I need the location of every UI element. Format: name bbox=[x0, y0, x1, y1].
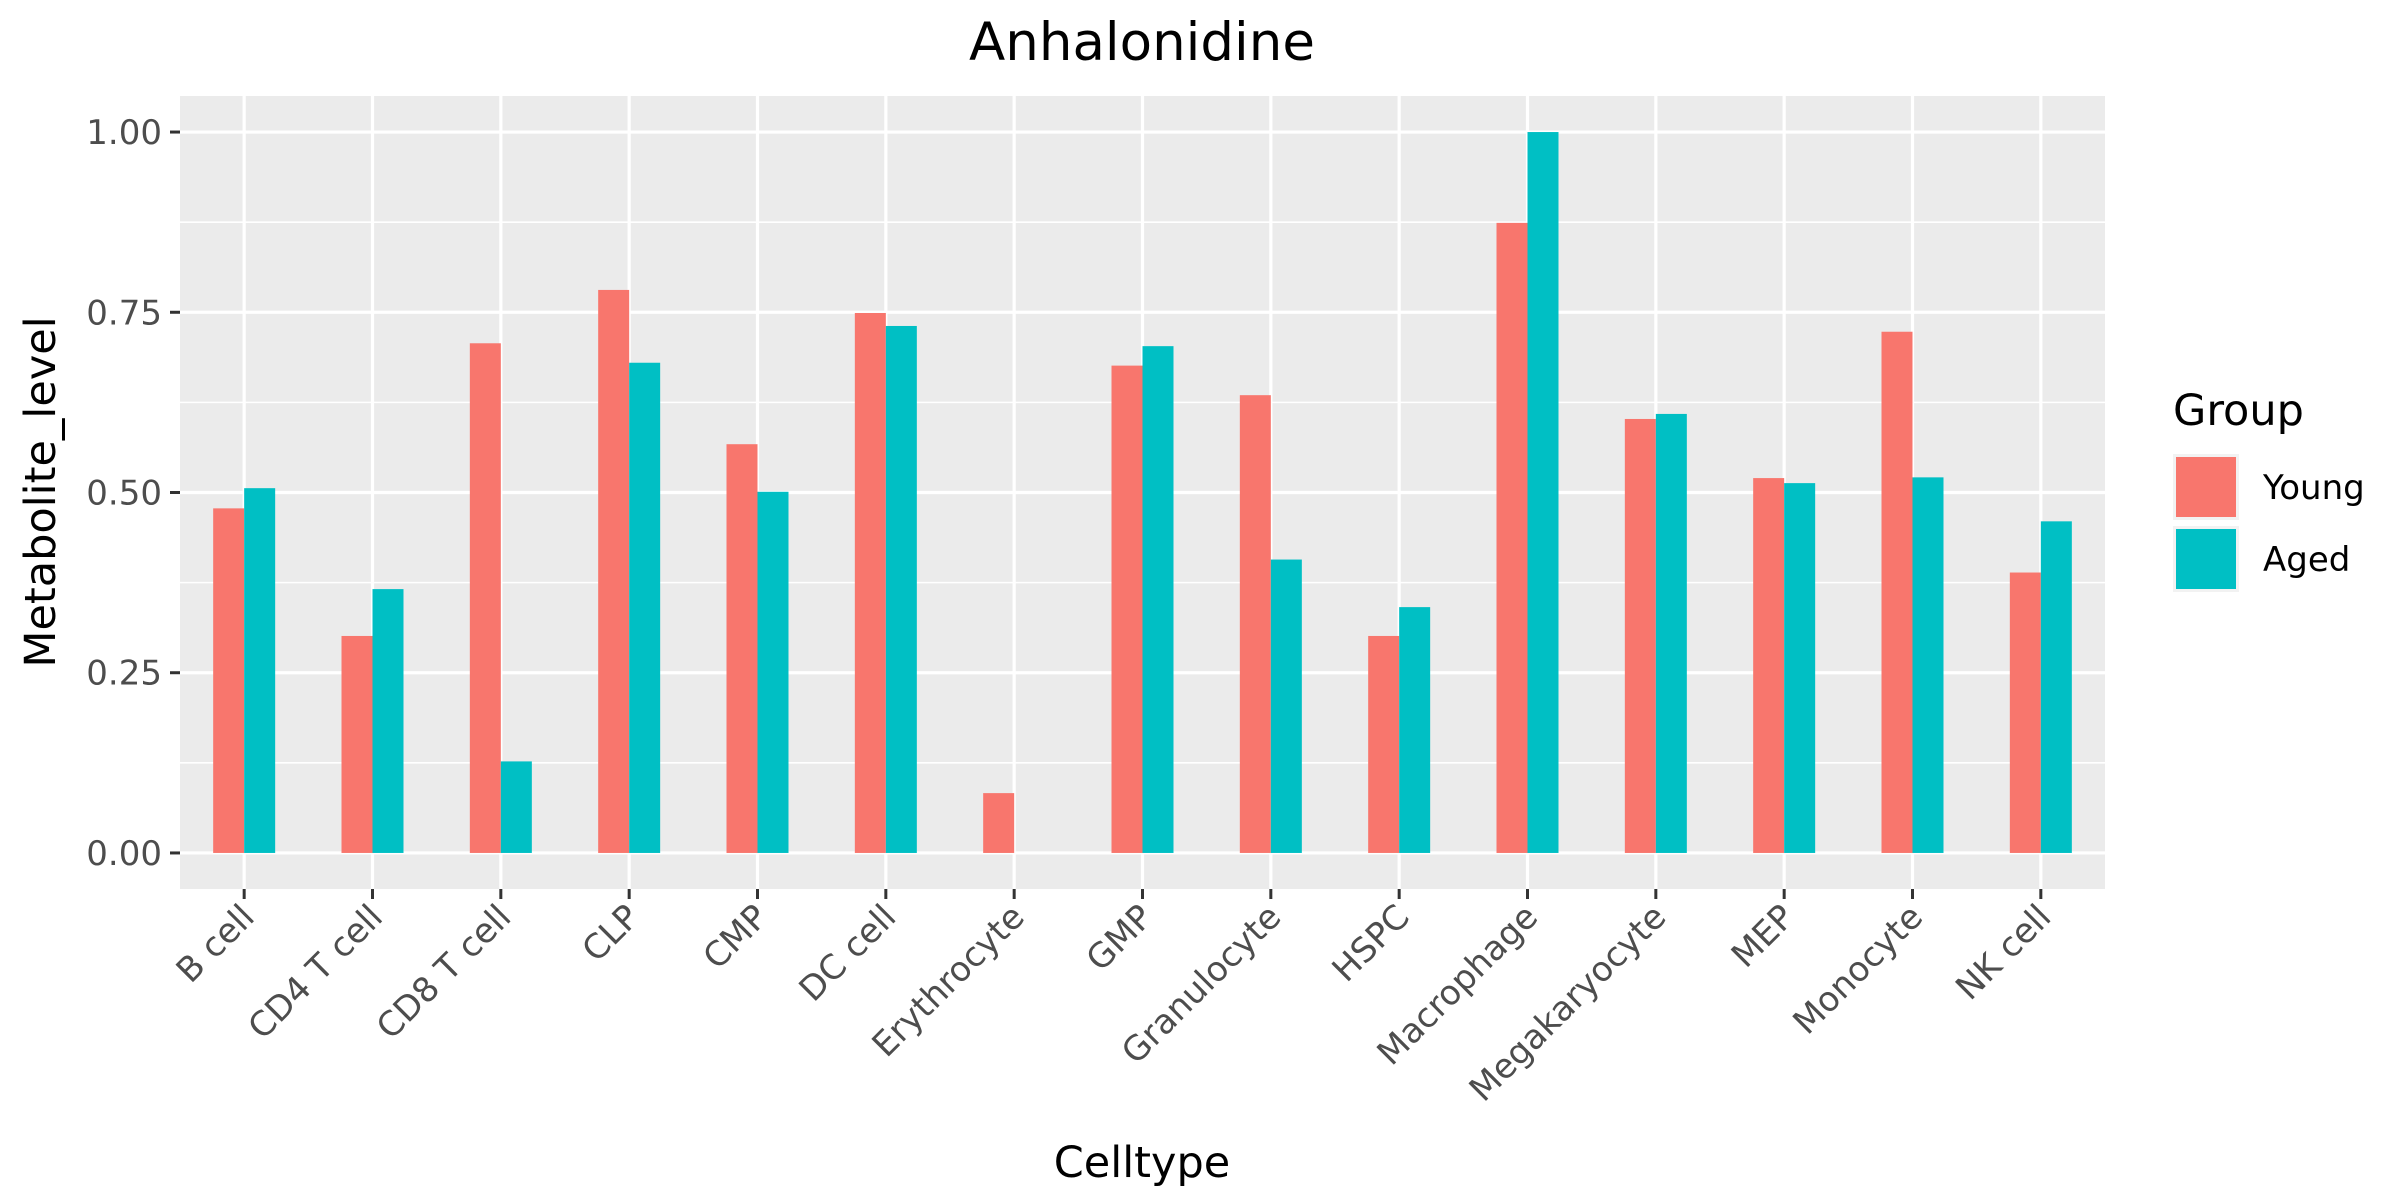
bar bbox=[1784, 483, 1816, 853]
x-tick-label: DC cell bbox=[792, 897, 905, 1010]
y-tick-label: 0.50 bbox=[86, 474, 162, 514]
y-tick-label: 0.25 bbox=[86, 654, 162, 694]
bar bbox=[1624, 418, 1656, 853]
bar bbox=[1496, 222, 1528, 853]
bar bbox=[469, 343, 501, 853]
x-tick-label: CD4 T cell bbox=[241, 897, 391, 1047]
bar bbox=[1239, 395, 1271, 853]
bar bbox=[1527, 132, 1559, 853]
bar bbox=[1270, 559, 1302, 853]
bar bbox=[629, 362, 661, 853]
x-tick-label: Monocyte bbox=[1786, 897, 1931, 1042]
chart-title: Anhalonidine bbox=[969, 12, 1315, 73]
bar bbox=[2040, 521, 2072, 853]
legend-swatch bbox=[2176, 457, 2236, 517]
legend: Group Young Aged bbox=[2173, 386, 2365, 592]
bar bbox=[1142, 346, 1174, 853]
x-tick-label: GMP bbox=[1079, 897, 1161, 979]
bar bbox=[598, 289, 630, 853]
x-tick-label: CLP bbox=[575, 897, 648, 970]
y-tick-label: 1.00 bbox=[86, 113, 162, 153]
bar bbox=[983, 793, 1015, 853]
legend-label: Young bbox=[2262, 468, 2365, 508]
y-tick-label: 0.75 bbox=[86, 293, 162, 333]
bars bbox=[213, 132, 2072, 853]
bar bbox=[372, 589, 404, 853]
x-axis-title: Celltype bbox=[1054, 1138, 1230, 1188]
bar bbox=[1368, 635, 1400, 853]
x-tick-label: HSPC bbox=[1325, 897, 1418, 990]
y-tick-label: 0.00 bbox=[86, 834, 162, 874]
x-tick-label: MEP bbox=[1724, 897, 1803, 976]
legend-label: Aged bbox=[2263, 540, 2350, 580]
y-axis-title: Metabolite_level bbox=[16, 316, 66, 667]
bar bbox=[244, 488, 276, 853]
bar bbox=[757, 491, 789, 853]
bar bbox=[1912, 477, 1944, 853]
x-tick-label: CMP bbox=[696, 897, 776, 977]
bar bbox=[213, 508, 245, 853]
bar bbox=[1753, 478, 1785, 853]
bar bbox=[1111, 365, 1143, 853]
x-tick-label: B cell bbox=[169, 897, 263, 991]
bar bbox=[885, 325, 917, 853]
legend-title: Group bbox=[2173, 386, 2304, 436]
bar bbox=[1881, 331, 1913, 853]
x-tick-label: NK cell bbox=[1948, 897, 2059, 1008]
bar bbox=[726, 444, 758, 853]
bar bbox=[500, 761, 532, 853]
bar bbox=[1655, 413, 1687, 853]
bar bbox=[2009, 572, 2041, 853]
x-tick-label: CD8 T cell bbox=[369, 897, 519, 1047]
bar bbox=[1399, 607, 1431, 853]
bar bbox=[341, 635, 373, 853]
legend-swatch bbox=[2176, 529, 2236, 589]
bar bbox=[854, 312, 886, 853]
y-axis: 0.00 0.25 0.50 0.75 1.00 bbox=[86, 113, 180, 874]
